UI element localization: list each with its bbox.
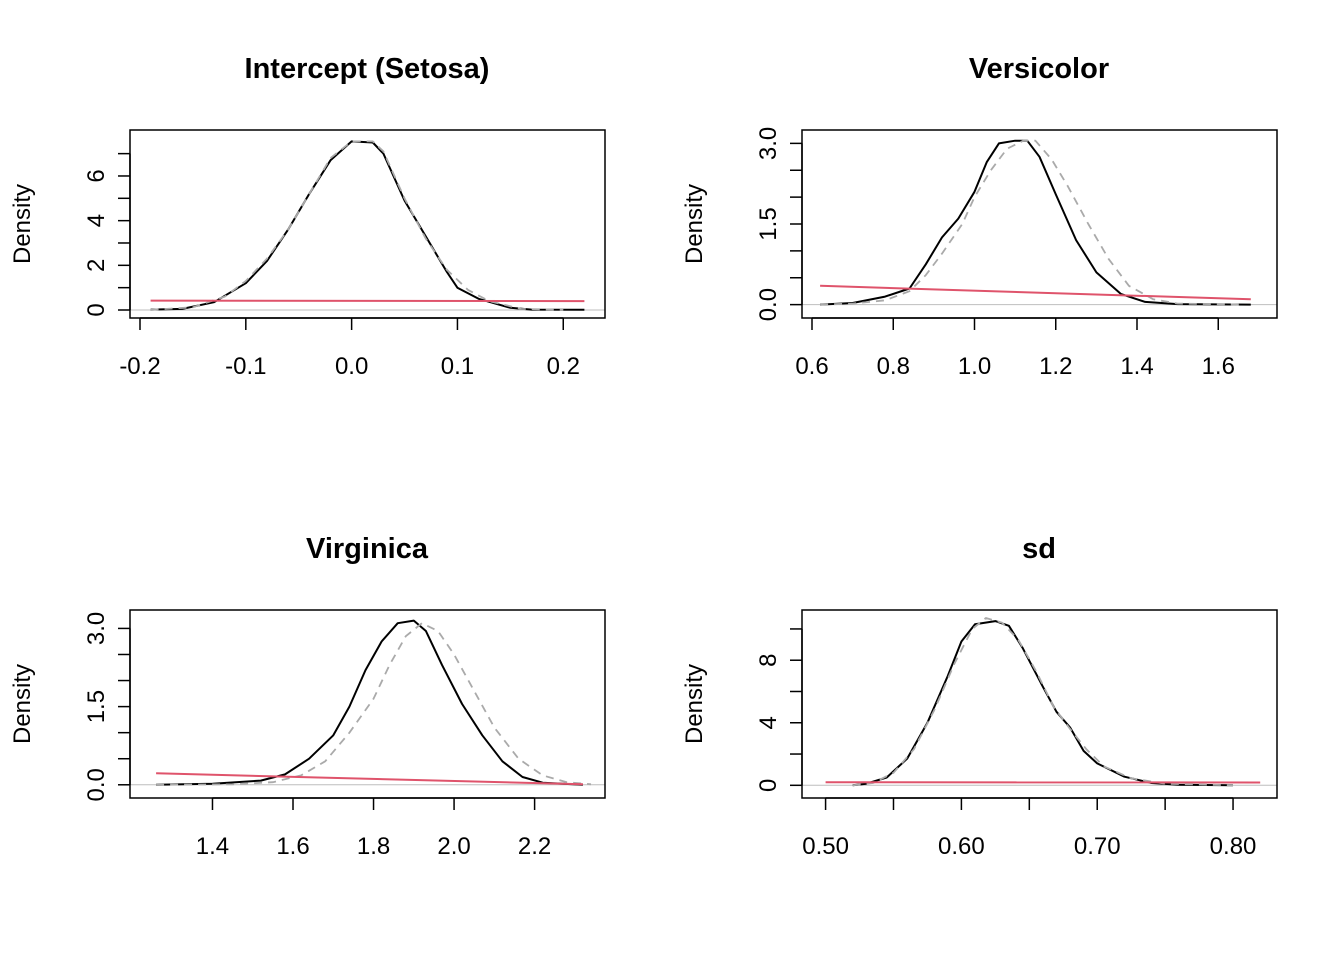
panel-title: Intercept (Setosa)	[245, 53, 490, 85]
panel-title: Virginica	[306, 533, 429, 565]
panel-title: sd	[1022, 533, 1056, 565]
series-line-2	[820, 284, 1251, 301]
y-tick-label: 4	[83, 214, 110, 227]
series-line-1	[150, 140, 564, 311]
y-tick-label: 3.0	[83, 612, 110, 645]
y-tick-label: 1.5	[83, 690, 110, 723]
y-tick-label: 1.5	[755, 207, 782, 240]
panel-virginica: Virginica Density 1.4 1.6 1.8 2.0 2.2 0.0 1.5 3…	[9, 533, 606, 860]
x-tick-label: 0.8	[877, 353, 910, 380]
x-tick-label: 1.8	[357, 833, 390, 860]
y-axis-label: Density	[681, 664, 708, 744]
series-line-0	[156, 619, 583, 786]
x-tick-label: 2.0	[437, 833, 470, 860]
series-line-0	[852, 620, 1234, 787]
series-line-1	[852, 617, 1234, 787]
x-tick-label: 1.4	[196, 833, 229, 860]
panel-intercept-setosa: Intercept (Setosa) Density -0.2 -0.1 0.0 0.…	[9, 53, 606, 380]
x-tick-label: -0.2	[119, 353, 160, 380]
y-tick-label: 3.0	[755, 127, 782, 160]
panel-title: Versicolor	[969, 53, 1109, 85]
y-tick-label: 0	[83, 303, 110, 316]
x-tick-label: -0.1	[225, 353, 266, 380]
x-tick-label: 2.2	[518, 833, 551, 860]
x-tick-label: 0.70	[1074, 833, 1121, 860]
series-line-1	[820, 139, 1243, 306]
y-tick-label: 6	[83, 169, 110, 182]
x-tick-label: 1.2	[1039, 353, 1072, 380]
y-tick-label: 8	[755, 654, 782, 667]
series-line-0	[820, 139, 1251, 306]
x-tick-label: 0.6	[795, 353, 828, 380]
y-axis-label: Density	[681, 184, 708, 264]
x-tick-label: 0.0	[335, 353, 368, 380]
x-tick-label: 1.0	[958, 353, 991, 380]
y-tick-label: 4	[755, 716, 782, 729]
x-tick-label: 0.50	[802, 833, 849, 860]
y-tick-label: 2	[83, 259, 110, 272]
x-tick-label: 0.2	[547, 353, 580, 380]
y-tick-label: 0.0	[83, 768, 110, 801]
y-tick-label: 0.0	[755, 288, 782, 321]
x-tick-label: 0.1	[441, 353, 474, 380]
panel-sd: sd Density 0.50 0.60 0.70 0.80 0 4 8	[681, 533, 1278, 860]
series-line-2	[150, 299, 585, 303]
y-axis-label: Density	[9, 184, 36, 264]
x-tick-label: 1.6	[276, 833, 309, 860]
panel-versicolor: Versicolor Density 0.6 0.8 1.0 1.2 1.4 1.6 0.0…	[681, 53, 1278, 380]
y-axis-label: Density	[9, 664, 36, 744]
x-tick-label: 1.4	[1120, 353, 1153, 380]
x-tick-label: 1.6	[1202, 353, 1235, 380]
x-tick-label: 0.80	[1210, 833, 1257, 860]
x-tick-label: 0.60	[938, 833, 985, 860]
series-line-2	[156, 772, 583, 786]
y-tick-label: 0	[755, 779, 782, 792]
